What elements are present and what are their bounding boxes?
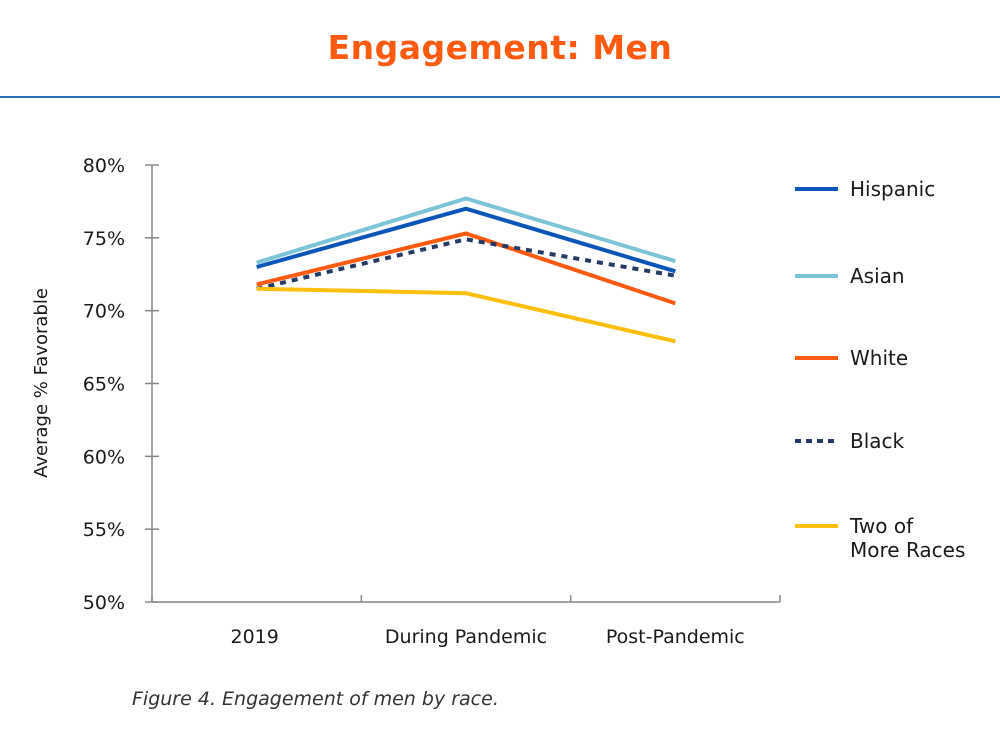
y-tick-label: 50% <box>83 592 125 614</box>
series-line-white <box>256 231 676 306</box>
x-tick-label: During Pandemic <box>385 626 547 648</box>
axes: 50% 55% 60% 65% 70% 75% 80% 2019 During Pandemic… <box>83 155 781 648</box>
legend-label: White <box>850 346 908 370</box>
y-tick-label: 55% <box>83 519 125 541</box>
figure-caption: Figure 4. Engagement of men by race. <box>132 688 499 710</box>
x-tick-label: 2019 <box>230 626 278 648</box>
y-tick-label: 60% <box>83 446 125 468</box>
series-group <box>256 196 676 344</box>
series-line-asian <box>256 196 676 265</box>
y-tick-label: 65% <box>83 374 125 396</box>
legend-label: Two of <box>849 514 914 538</box>
y-tick-label: 70% <box>83 301 125 323</box>
y-axis-title: Average % Favorable <box>31 288 52 478</box>
legend-label: Asian <box>850 264 905 288</box>
legend-label: Black <box>850 429 905 453</box>
header-divider <box>0 96 1000 98</box>
series-line-two-of-more-races <box>256 286 676 344</box>
series-line-hispanic <box>256 206 676 274</box>
legend-label: More Races <box>850 538 965 562</box>
legend-label: Hispanic <box>850 177 935 201</box>
y-tick-label: 75% <box>83 228 125 250</box>
y-tick-label: 80% <box>83 155 125 177</box>
chart-title: Engagement: Men <box>327 28 673 67</box>
x-tick-label: Post-Pandemic <box>606 626 745 648</box>
